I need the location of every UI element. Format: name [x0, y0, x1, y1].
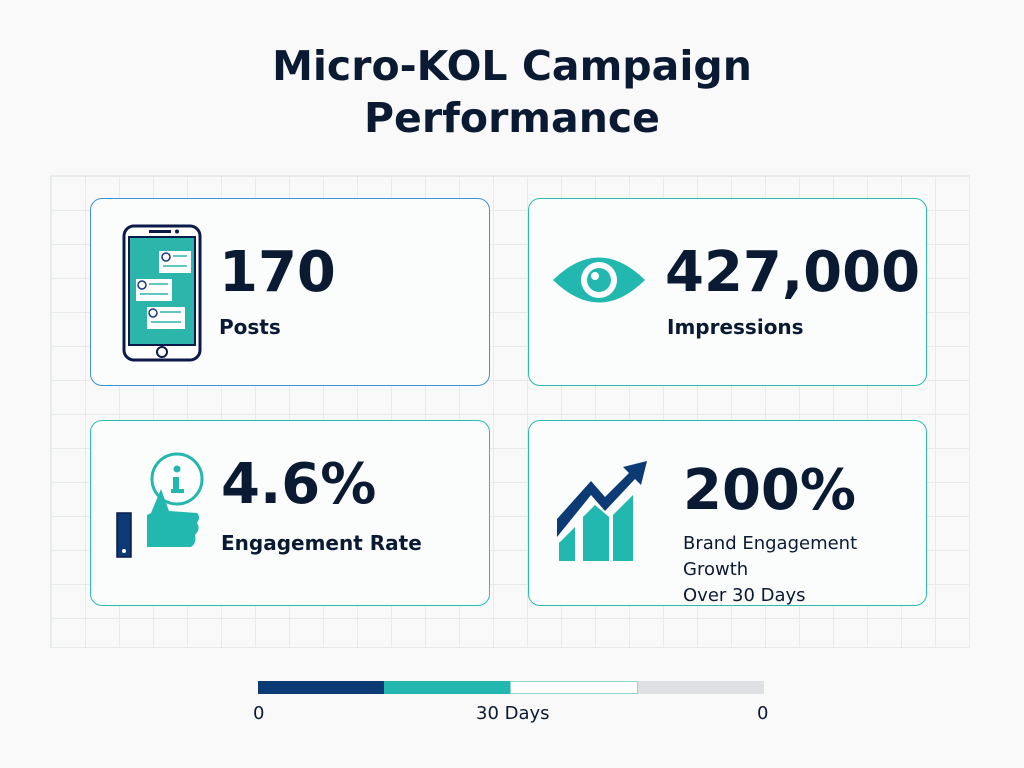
- engagement-rate-card: 4.6% Engagement Rate: [90, 420, 490, 606]
- title-line-1: Micro-KOL Campaign: [272, 42, 752, 90]
- posts-value: 170: [219, 240, 336, 305]
- eye-icon: [553, 257, 645, 303]
- engagement-rate-value: 4.6%: [221, 452, 377, 517]
- timeline-segment-gray: [638, 681, 764, 694]
- timeline-bar: [258, 681, 764, 694]
- impressions-card: 427,000 Impressions: [528, 198, 927, 386]
- timeline-segment-teal: [384, 681, 510, 694]
- title-line-2: Performance: [364, 94, 660, 142]
- timeline-segment-navy: [258, 681, 384, 694]
- growth-label-line-2: Over 30 Days: [683, 585, 806, 606]
- engagement-rate-label: Engagement Rate: [221, 531, 422, 555]
- timeline-segment-white: [510, 681, 638, 694]
- timeline-end-label: 0: [757, 703, 769, 724]
- timeline-mid-label: 30 Days: [476, 703, 550, 724]
- growth-label-line-1: Brand Engagement Growth: [683, 533, 858, 580]
- growth-label: Brand Engagement Growth Over 30 Days: [683, 531, 926, 609]
- thumbs-up-info-icon: [116, 452, 204, 558]
- growth-value: 200%: [683, 458, 857, 523]
- page-title: Micro-KOL Campaign Performance: [0, 40, 1024, 144]
- posts-card: 170 Posts: [90, 198, 490, 386]
- impressions-value: 427,000: [665, 240, 921, 305]
- impressions-label: Impressions: [667, 315, 804, 339]
- growth-card: 200% Brand Engagement Growth Over 30 Day…: [528, 420, 927, 606]
- posts-label: Posts: [219, 315, 281, 339]
- growth-chart-icon: [557, 461, 647, 561]
- timeline-start-label: 0: [253, 703, 265, 724]
- smartphone-chat-icon: [122, 224, 202, 362]
